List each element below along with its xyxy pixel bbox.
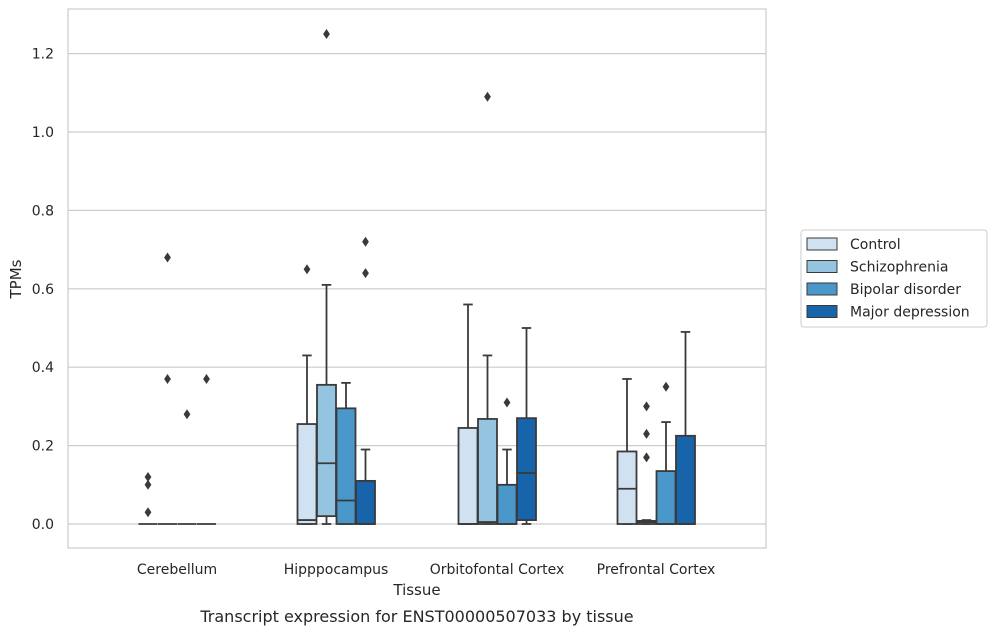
x-tick-label: Hipppocampus bbox=[284, 562, 389, 578]
y-tick-label: 1.0 bbox=[32, 125, 54, 141]
outlier-point bbox=[643, 401, 650, 412]
outlier-point bbox=[503, 397, 511, 408]
y-tick-label: 0.6 bbox=[32, 282, 54, 298]
legend-frame bbox=[800, 229, 988, 328]
box-iqr bbox=[457, 427, 479, 525]
box-control bbox=[457, 303, 479, 525]
box-control bbox=[296, 264, 318, 525]
outlier-point bbox=[164, 373, 171, 384]
box-iqr bbox=[516, 417, 537, 521]
boxes bbox=[138, 29, 696, 525]
box-iqr bbox=[496, 483, 518, 525]
legend-label: Major depression bbox=[850, 305, 970, 321]
legend-swatch bbox=[806, 260, 838, 273]
box-control bbox=[616, 378, 638, 525]
legend-swatch bbox=[806, 282, 838, 296]
outlier-point bbox=[643, 428, 650, 439]
box-bipolar-disorder bbox=[177, 409, 197, 525]
y-tick-label: 1.2 bbox=[32, 47, 54, 63]
outlier-point bbox=[144, 507, 152, 518]
box-schizophrenia bbox=[316, 29, 337, 525]
chart-caption: Transcript expression for ENST0000050703… bbox=[199, 607, 633, 626]
outlier-point bbox=[643, 452, 650, 463]
x-tick-label: Prefrontal Cortex bbox=[597, 562, 716, 578]
outlier-point bbox=[323, 29, 330, 39]
box-control bbox=[138, 471, 158, 525]
box-schizophrenia bbox=[158, 252, 177, 525]
box-iqr bbox=[355, 479, 376, 525]
outlier-point bbox=[183, 409, 191, 420]
x-axis-label: Tissue bbox=[392, 581, 440, 599]
y-tick-label: 0.0 bbox=[32, 517, 54, 533]
box-major-depression bbox=[516, 327, 537, 525]
box-bipolar-disorder bbox=[496, 397, 518, 525]
box-bipolar-disorder bbox=[335, 381, 357, 525]
box-major-depression bbox=[355, 236, 376, 525]
outlier-point bbox=[362, 236, 369, 247]
box-iqr bbox=[477, 418, 498, 525]
gridlines bbox=[68, 52, 766, 525]
box-iqr bbox=[335, 407, 357, 525]
x-tick-label: Orbitofontal Cortex bbox=[430, 562, 565, 578]
x-tick-labels: Cerebellum Hipppocampus Orbitofontal Corte… bbox=[137, 562, 715, 578]
box-major-depression bbox=[675, 331, 696, 525]
outlier-point bbox=[662, 381, 670, 392]
legend-label: Bipolar disorder bbox=[850, 282, 961, 298]
y-tick-label: 0.2 bbox=[32, 439, 54, 455]
outlier-point bbox=[144, 471, 152, 482]
box-iqr bbox=[655, 470, 677, 525]
box-iqr bbox=[296, 423, 318, 525]
y-tick-labels: 0.0 0.2 0.4 0.6 0.8 1.0 1.2 bbox=[32, 47, 54, 533]
outlier-point bbox=[484, 91, 491, 102]
box-iqr bbox=[675, 434, 696, 525]
box-schizophrenia bbox=[477, 91, 498, 525]
legend: Control Schizophrenia Bipolar disorder Majo… bbox=[800, 229, 988, 328]
outlier-point bbox=[203, 373, 210, 384]
box-schizophrenia bbox=[636, 401, 657, 525]
outlier-point bbox=[303, 264, 311, 275]
outlier-point bbox=[164, 252, 171, 263]
box-major-depression bbox=[197, 373, 216, 525]
box-iqr bbox=[616, 450, 638, 525]
outlier-point bbox=[362, 268, 369, 279]
box-bipolar-disorder bbox=[655, 381, 677, 525]
x-tick-label: Cerebellum bbox=[137, 562, 217, 578]
plot-frame bbox=[67, 8, 767, 549]
y-axis-label: TPMs bbox=[7, 259, 25, 299]
y-tick-label: 0.4 bbox=[32, 360, 54, 376]
legend-label: Schizophrenia bbox=[850, 260, 948, 276]
box-iqr bbox=[316, 383, 337, 518]
legend-label: Control bbox=[850, 237, 901, 253]
legend-swatch bbox=[806, 237, 838, 251]
outlier-point bbox=[144, 479, 152, 490]
y-tick-label: 0.8 bbox=[32, 203, 54, 219]
legend-swatch bbox=[806, 305, 838, 318]
